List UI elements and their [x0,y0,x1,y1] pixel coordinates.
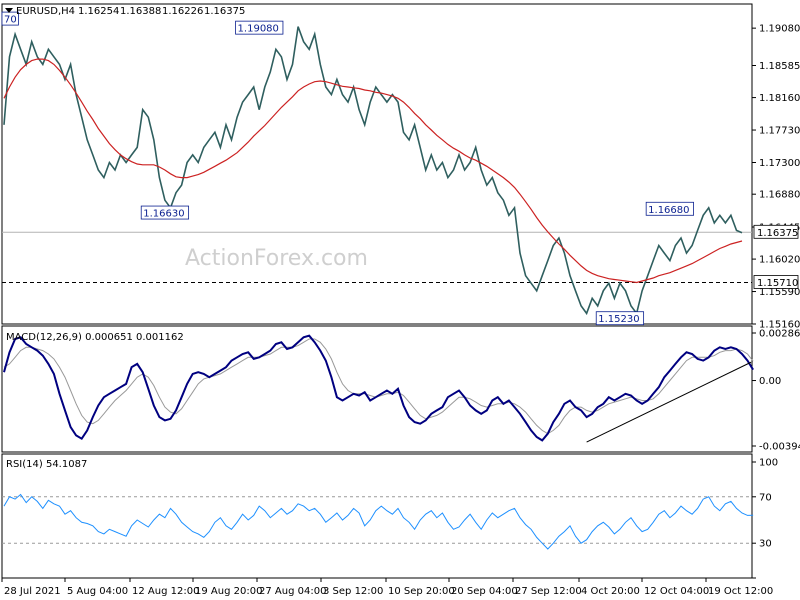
macd-panel: 0.002861 0.00 -0.00394 MACD(12,26,9) 0.000… [1,325,800,453]
price-panel-frame [1,3,753,325]
time-tick-label: 3 Sep 12:00 [323,586,383,597]
time-tick-label: 19 Oct 12:00 [708,586,773,597]
rsi-label: RSI(14) 54.1087 [6,459,87,470]
watermark: ActionForex.com [185,246,368,271]
ohlc-low: 1.16226 [162,6,203,17]
price-annotation-label: 70 [4,15,17,26]
price-annotations: 70 1.19080 1.16630 1.16680 1.15230 [1,11,694,326]
time-tick-label: 5 Aug 04:00 [67,586,128,597]
ohlc-close: 1.16375 [204,6,245,17]
macd-axis: 0.002861 0.00 -0.00394 [752,329,800,453]
time-tick-label: 27 Sep 12:00 [515,586,582,597]
rsi-tick-label: 70 [759,492,772,503]
price-annotation-label: 1.15230 [598,314,639,325]
rsi-panel-frame [1,453,753,579]
price-annotation-box [645,201,694,216]
price-annotation-label: 1.16630 [143,209,184,220]
price-annotation-box [235,20,284,35]
price-annotation-box [1,11,19,26]
last-price-box [753,224,799,239]
macd-trendline [586,361,752,443]
price-panel: ActionForex.com 1.19080 1.18585 1.18160 1.1… [1,3,800,331]
rsi-tick-label: 30 [759,539,772,550]
time-tick-label: 27 Aug 04:00 [259,586,326,597]
last-price-label: 1.16375 [757,228,798,239]
price-annotation-box [140,205,190,220]
rsi-tick-label: 100 [759,458,778,469]
time-tick-label: 28 Jul 2021 [4,586,61,597]
macd-main-line [3,334,754,442]
time-tick-label: 19 Aug 20:00 [195,586,262,597]
rsi-axis: 100 70 30 [752,458,778,579]
rsi-line [3,493,754,550]
price-tick-label: 1.16020 [759,255,800,266]
rsi-panel: 100 70 30 RSI(14) 54.1087 [1,453,778,579]
time-tick-label: 12 Aug 12:00 [132,586,199,597]
price-annotation-label: 1.16680 [648,205,689,216]
support-level-label: 1.15710 [757,278,798,289]
price-series-line [3,26,743,316]
price-annotation-label: 1.19080 [238,24,279,35]
menu-triangle-icon[interactable] [5,8,13,13]
time-tick-label: 4 Oct 20:00 [581,586,640,597]
time-tick-label: 20 Sep 04:00 [451,586,518,597]
price-tick-label: 1.18160 [759,93,800,104]
macd-tick-label: -0.00394 [759,442,800,453]
time-tick-label: 10 Sep 20:00 [388,586,455,597]
support-level-box [753,275,799,289]
ohlc-open: 1.16254 [78,6,119,17]
price-tick-label: 1.19080 [759,24,800,35]
macd-tick-label: 0.002861 [759,329,800,340]
price-tick-label: 1.17730 [759,126,800,137]
price-tick-label: 1.17300 [759,158,800,169]
ohlc-high: 1.16388 [120,6,161,17]
macd-tick-label: 0.00 [759,376,781,387]
moving-average-line [3,58,743,284]
symbol-label: EURUSD,H4 [16,6,75,17]
price-tick-label: 1.16880 [759,190,800,201]
price-annotation-box [595,311,645,326]
macd-label: MACD(12,26,9) 0.000651 0.001162 [6,332,184,343]
time-tick-label: 12 Oct 04:00 [644,586,709,597]
macd-panel-frame [1,325,753,453]
price-tick-label: 1.15160 [759,320,800,331]
price-tick-label: 1.18585 [759,61,800,72]
price-tick-label: 1.15590 [759,287,800,298]
